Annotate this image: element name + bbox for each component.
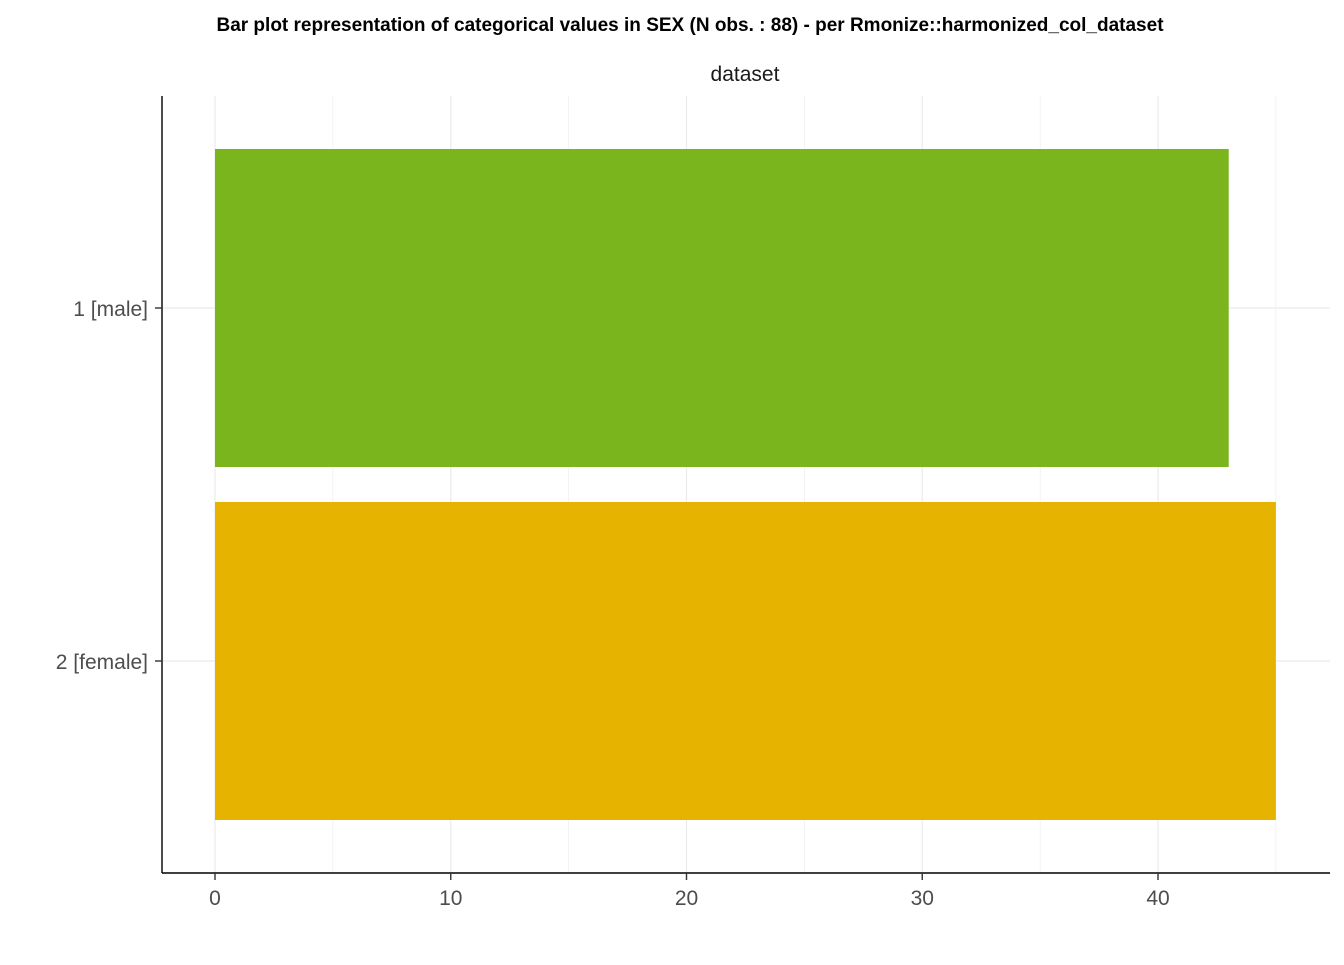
x-tick-label: 40 [1146,887,1169,910]
bar-1 [215,149,1229,467]
y-tick-label: 2 [female] [56,651,148,674]
y-tick-label: 1 [male] [73,298,148,321]
axes: 0 10 20 30 40 1 [male] 2 [female] [56,96,1330,910]
x-tick-label: 30 [911,887,934,910]
bars [215,149,1276,820]
x-tick-label: 20 [675,887,698,910]
x-tick-label: 0 [209,887,221,910]
facet-strip-label: dataset [711,63,780,86]
x-tick-label: 10 [439,887,462,910]
chart-title: Bar plot representation of categorical v… [216,15,1164,36]
bar-2 [215,502,1276,820]
